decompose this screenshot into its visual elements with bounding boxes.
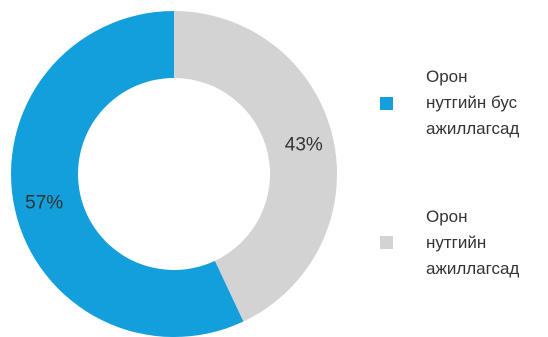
legend-label-line: Орон (426, 67, 468, 86)
donut-slices (10, 11, 337, 337)
slice-label-1: 43% (285, 134, 323, 155)
legend-label-line: нутгийн бус (426, 93, 518, 112)
chart-legend: Орон нутгийн бус ажиллагсад Орон нутгийн… (380, 0, 548, 337)
legend-label-line: Орон (426, 207, 468, 226)
legend-label-local-workers: Орон нутгийн ажиллагсад (426, 204, 548, 282)
legend-label-line: нутгийн (426, 233, 487, 252)
donut-slice-0 (10, 11, 244, 337)
legend-label-line: ажиллагсад (426, 119, 520, 138)
legend-swatch-local-workers (380, 236, 393, 249)
legend-label-non-local-workers: Орон нутгийн бус ажиллагсад (426, 64, 548, 142)
slice-label-0: 57% (25, 193, 63, 214)
legend-label-line: ажиллагсад (426, 259, 520, 278)
donut-chart-canvas: 43% 57% (10, 11, 337, 337)
donut-slice-labels: 43% 57% (25, 134, 323, 213)
legend-swatch-non-local-workers (380, 97, 393, 110)
donut-slice-1 (174, 11, 337, 322)
